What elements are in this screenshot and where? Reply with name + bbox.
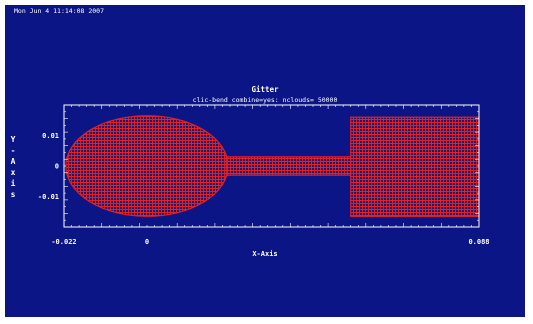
grid-shape-rect-1 bbox=[225, 156, 352, 176]
x-tick-label: 0 bbox=[145, 238, 149, 246]
x-tick-label: -0.022 bbox=[51, 238, 76, 246]
y-tick-label: 0 bbox=[55, 163, 59, 171]
chart-subtitle: clic-bend combine=yes: nclouds= 50000 bbox=[192, 96, 338, 104]
x-axis-label: X-Axis bbox=[252, 250, 278, 258]
grid-shapes bbox=[65, 115, 480, 217]
chart-title: Gitter bbox=[251, 85, 279, 94]
minor-ticks bbox=[63, 104, 480, 228]
grid-shape-rect-2 bbox=[350, 116, 480, 217]
y-tick-label: -0.01 bbox=[38, 193, 59, 201]
grid-shape-ellipse-0 bbox=[65, 115, 229, 217]
y-tick-label: 0.01 bbox=[42, 132, 59, 140]
grid-plot: -0.022 0 0.088 0.01 0 -0.01 bbox=[38, 104, 490, 246]
timestamp: Mon Jun 4 11:14:08 2007 bbox=[14, 7, 105, 15]
x-tick-label: 0.088 bbox=[468, 238, 489, 246]
plot-canvas: Mon Jun 4 11:14:08 2007 Gitter clic-bend… bbox=[5, 5, 525, 317]
